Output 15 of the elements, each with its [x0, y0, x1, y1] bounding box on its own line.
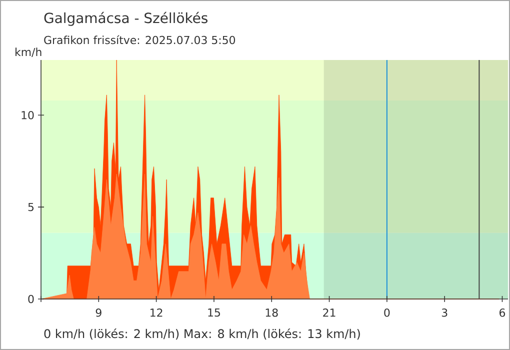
- y-tick-label: 5: [28, 203, 34, 212]
- x-tick-label: 18: [266, 308, 278, 317]
- chart-subtitle: Grafikon frissítve: 2025.07.03 5:50: [44, 35, 236, 44]
- x-tick-label: 3: [442, 308, 448, 317]
- y-tick-label: 0: [28, 294, 34, 304]
- x-tick-label: 15: [208, 308, 220, 317]
- x-tick-label: 9: [96, 308, 102, 317]
- y-axis-title: km/h: [16, 48, 42, 58]
- x-tick-label: 12: [150, 308, 162, 317]
- chart-title: Galgamácsa - Széllökés: [44, 12, 208, 26]
- x-tick-label: 21: [323, 308, 336, 317]
- text: 0 km/h (lökés: 2 km/h) Max: 8 km/h (lökés: 13 km/h): [44, 328, 360, 340]
- y-tick-label: 10: [22, 111, 34, 120]
- x-tick-label: 0: [384, 308, 390, 317]
- x-tick-label: 6: [500, 308, 506, 317]
